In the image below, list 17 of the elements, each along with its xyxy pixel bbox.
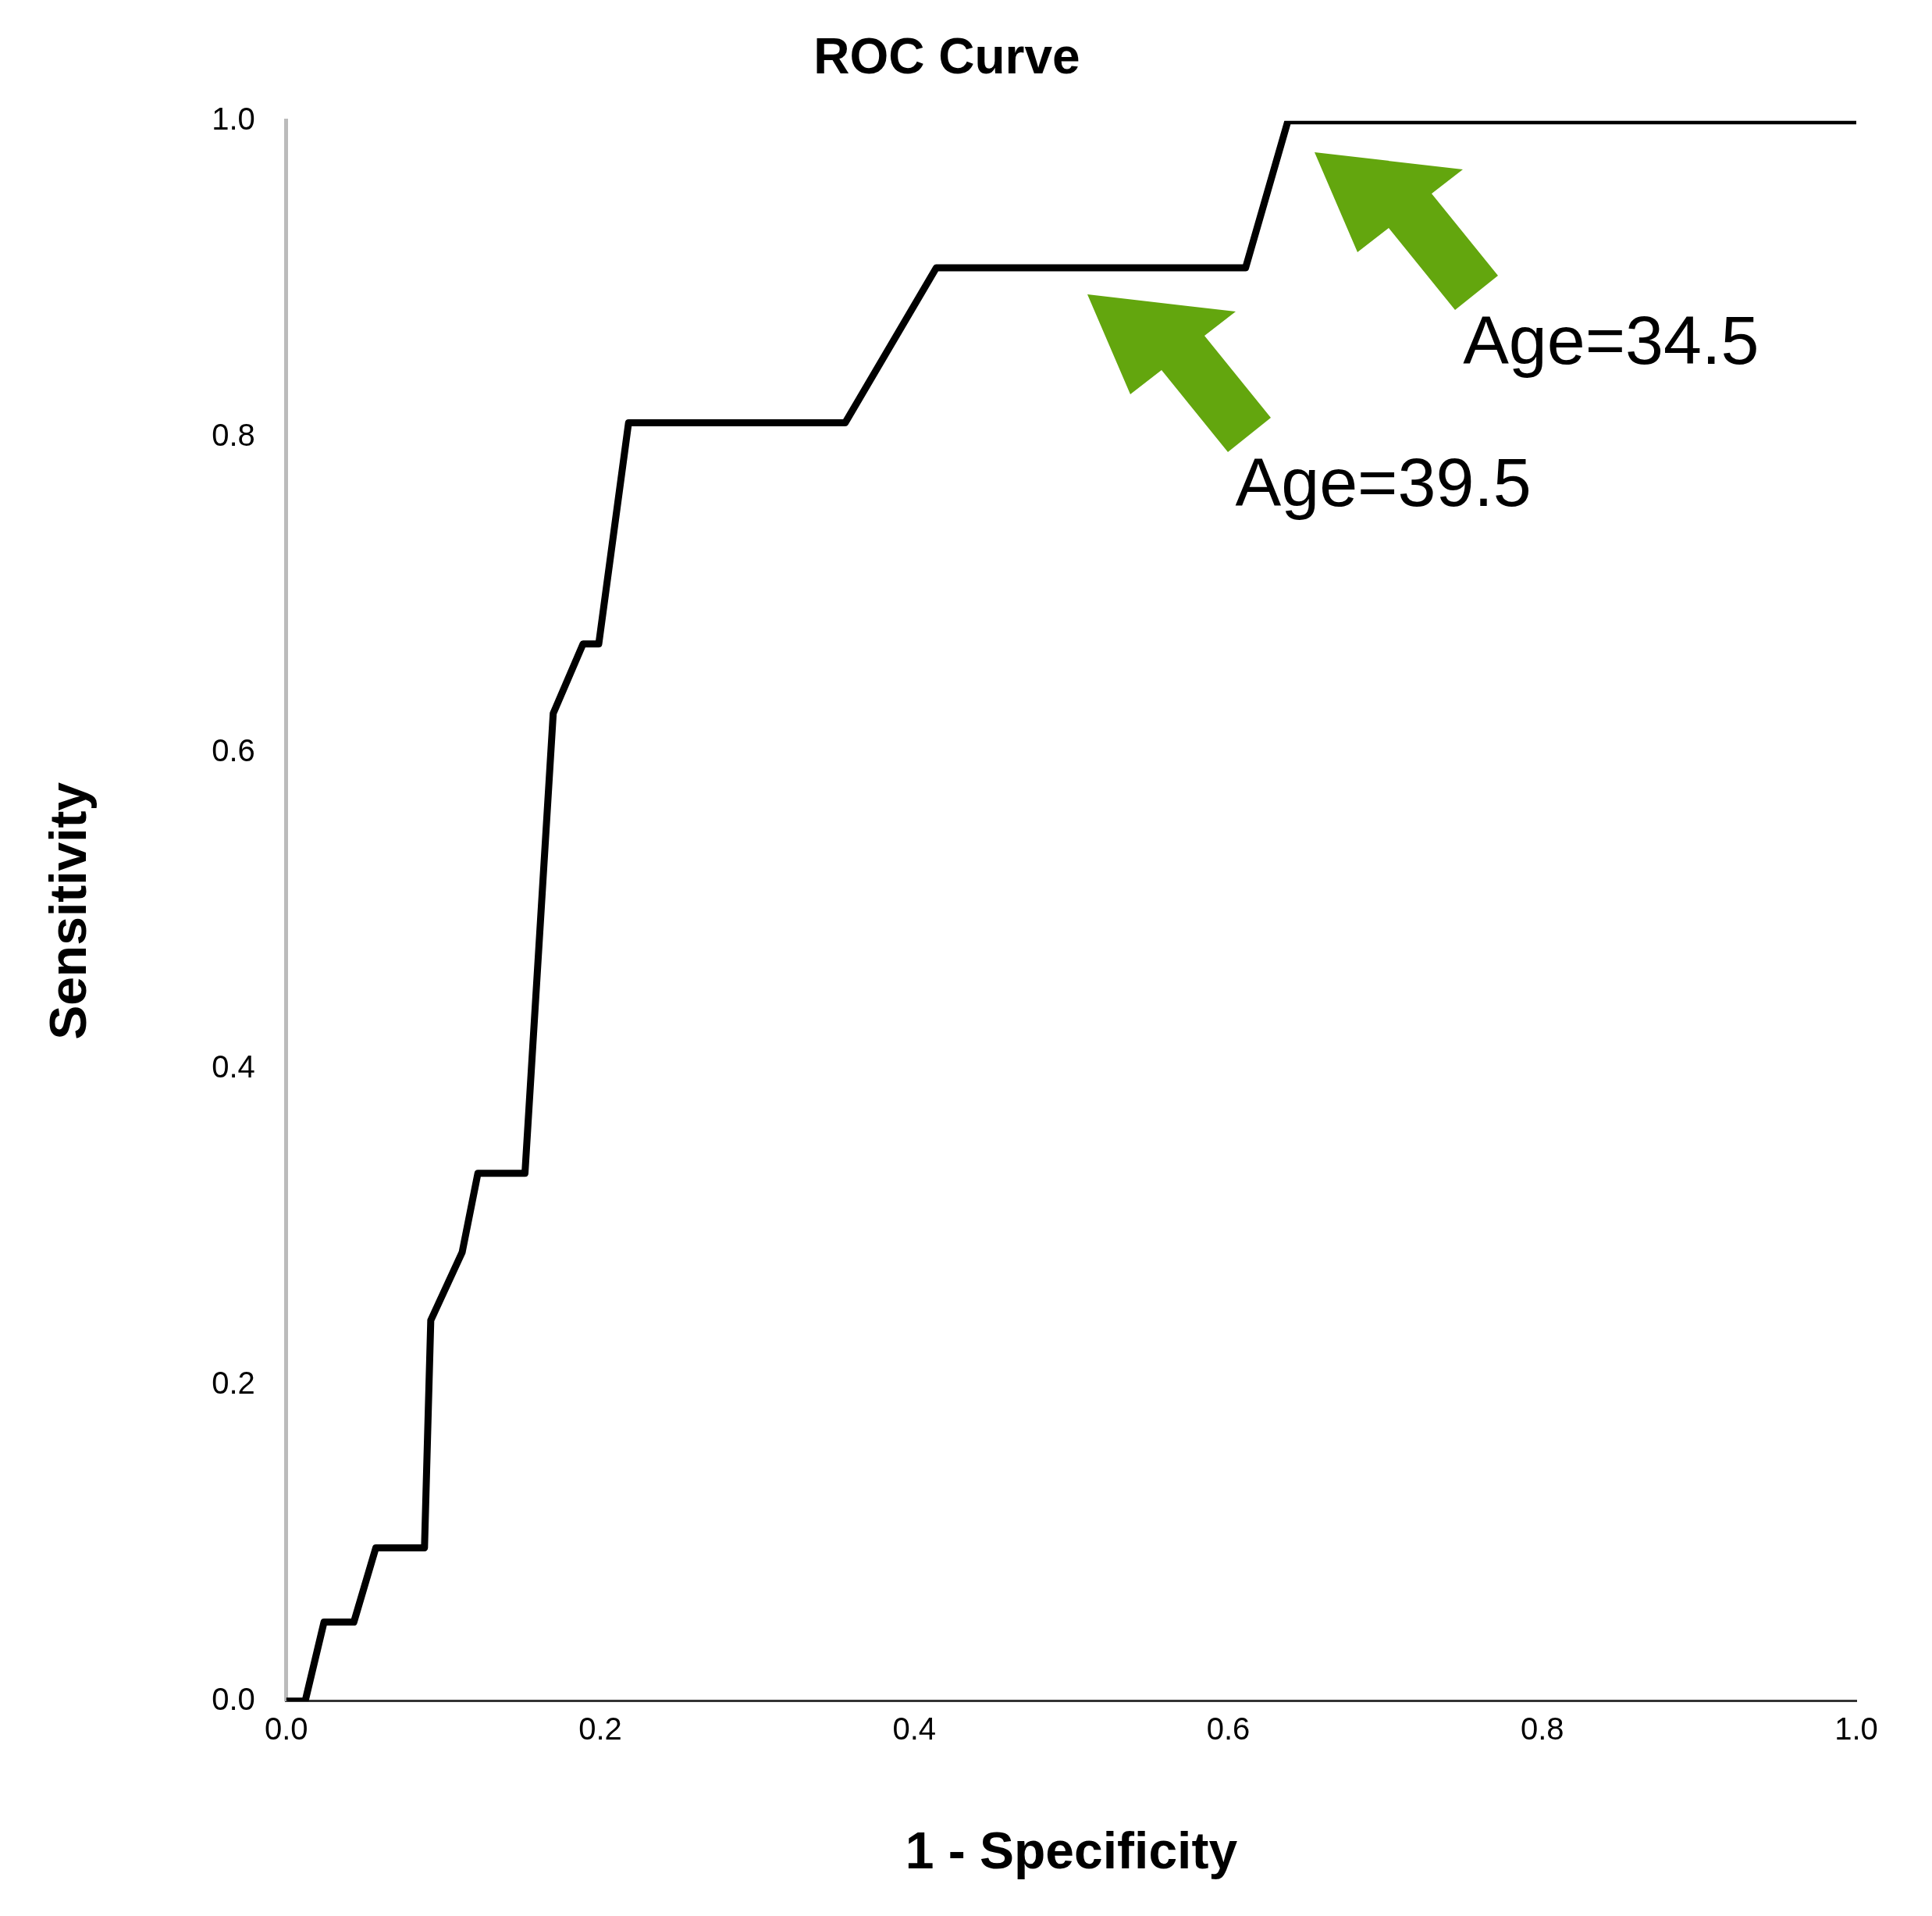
x-tick-label: 0.4 [892, 1711, 937, 1746]
x-tick-label: 0.8 [1520, 1711, 1564, 1746]
y-tick-label: 0.8 [212, 417, 255, 452]
y-tick-label: 0.2 [212, 1366, 255, 1401]
y-tick-label: 0.0 [212, 1681, 255, 1716]
y-tick-label: 0.4 [212, 1049, 255, 1084]
x-tick-label: 0.0 [265, 1711, 308, 1746]
y-tick-label: 1.0 [212, 101, 255, 136]
x-axis-title: 1 - Specificity [905, 1821, 1238, 1879]
chart-title: ROC Curve [813, 28, 1080, 85]
y-axis-title: Sensitivity [38, 782, 97, 1040]
x-tick-label: 1.0 [1834, 1711, 1878, 1746]
y-tick-label: 0.6 [212, 733, 255, 768]
annotation: Age=34.5 [1463, 300, 1759, 380]
x-tick-label: 0.2 [578, 1711, 622, 1746]
x-tick-label: 0.6 [1206, 1711, 1251, 1746]
annotation: Age=39.5 [1235, 442, 1532, 522]
